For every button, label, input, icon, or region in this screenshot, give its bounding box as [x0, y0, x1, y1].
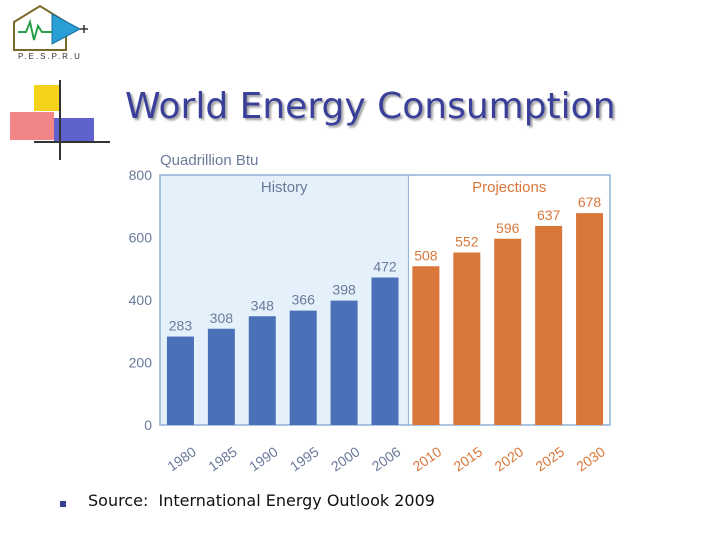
x-tick-1985: 1985: [205, 443, 240, 474]
decorative-squares: [10, 80, 110, 160]
source-line: Source: International Energy Outlook 200…: [88, 491, 435, 510]
data-label-1985: 308: [210, 310, 234, 326]
projections-label: Projections: [472, 179, 546, 196]
y-tick-label: 400: [129, 292, 153, 308]
pesp-logo-icon: [13, 4, 88, 51]
bar-2025: [535, 225, 563, 425]
data-label-1995: 366: [292, 292, 316, 308]
y-axis-ticks: 0 200 400 600 800: [129, 167, 153, 433]
data-label-2000: 398: [332, 282, 356, 298]
bar-1980: [166, 336, 194, 425]
data-label-1990: 348: [251, 297, 275, 313]
unit-label: Quadrillion Btu: [160, 152, 258, 169]
bar-1985: [207, 328, 235, 425]
bar-1990: [248, 316, 276, 425]
x-tick-2000: 2000: [328, 443, 363, 474]
logo-text: P.E.S.P.R.U: [18, 52, 82, 61]
source-label: Source:: [88, 491, 149, 510]
y-tick-label: 0: [144, 417, 152, 433]
bar-2006: [371, 277, 399, 425]
data-labels: 283 308 348 366 398 472 508 552 596 637 678: [169, 194, 602, 333]
data-label-1980: 283: [169, 318, 193, 334]
bar-2020: [494, 238, 522, 425]
y-tick-label: 200: [129, 355, 153, 371]
bar-2030: [576, 213, 604, 425]
history-background: [160, 175, 409, 425]
data-label-2025: 637: [537, 207, 561, 223]
bullet-marker: [60, 501, 66, 507]
x-tick-2015: 2015: [451, 443, 486, 474]
data-label-2030: 678: [578, 194, 602, 210]
bar-1995: [289, 310, 317, 425]
x-tick-2010: 2010: [410, 443, 445, 474]
history-label: History: [261, 179, 308, 196]
source-text: International Energy Outlook 2009: [158, 491, 435, 510]
data-label-2006: 472: [373, 259, 397, 275]
x-tick-2006: 2006: [369, 443, 404, 474]
data-label-2015: 552: [455, 234, 479, 250]
x-tick-1980: 1980: [164, 443, 199, 474]
energy-bar-chart: Quadrillion Btu History Projections 0 200…: [129, 152, 611, 474]
x-tick-2030: 2030: [573, 443, 608, 474]
x-axis-labels: 1980 1985 1990 1995 2000 2006 2010 2015 2020 2025…: [164, 443, 608, 474]
bars: [166, 213, 604, 425]
slide-title: World Energy Consumption: [125, 86, 616, 127]
data-label-2010: 508: [414, 247, 438, 263]
data-label-2020: 596: [496, 220, 520, 236]
x-tick-2020: 2020: [492, 443, 527, 474]
y-tick-label: 800: [129, 167, 153, 183]
x-tick-1990: 1990: [246, 443, 281, 474]
y-tick-label: 600: [129, 230, 153, 246]
x-tick-2025: 2025: [532, 443, 567, 474]
bar-2015: [453, 252, 481, 425]
bar-2000: [330, 300, 358, 425]
bar-2010: [412, 266, 440, 425]
x-tick-1995: 1995: [287, 443, 322, 474]
